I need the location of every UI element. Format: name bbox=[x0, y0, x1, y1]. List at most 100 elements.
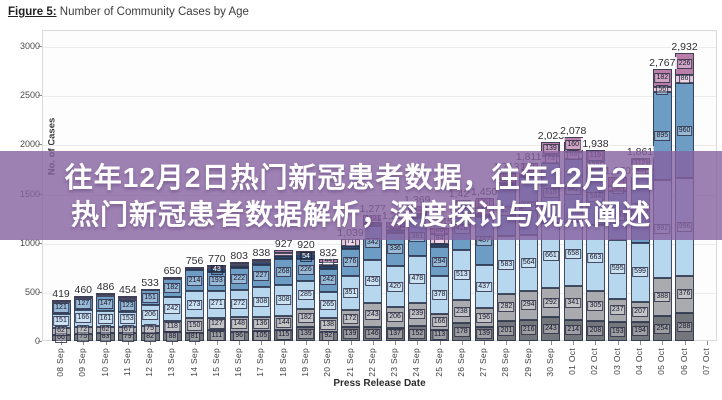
gridline-y3000 bbox=[43, 47, 716, 48]
bar-segment-value: 151 bbox=[53, 315, 69, 326]
x-tick-mark-14Sep bbox=[194, 341, 196, 345]
bar-segment-value: 105 bbox=[253, 330, 270, 341]
bar-segment-03Oct-lg bbox=[608, 298, 628, 322]
x-tick-label-20Sep: 20 Sep bbox=[322, 348, 333, 377]
bar-segment-value: 237 bbox=[609, 305, 626, 316]
bar-segment-27Sep-lb bbox=[474, 265, 494, 309]
x-tick-mark-20Sep bbox=[328, 341, 330, 345]
bar-segment-value: 388 bbox=[654, 291, 671, 302]
bar-segment-value: 82 bbox=[144, 331, 156, 342]
x-tick-mark-08Sep bbox=[61, 341, 62, 345]
bar-segment-value: 271 bbox=[209, 299, 225, 310]
bar-segment-20Sep-nv bbox=[318, 266, 338, 269]
x-tick-label-05Oct: 05 Oct bbox=[656, 348, 667, 375]
x-tick-mark-27Sep bbox=[484, 341, 486, 345]
bar-segment-13Sep-mv bbox=[162, 277, 182, 280]
gridline-y2500 bbox=[43, 96, 716, 98]
bar-segment-value: 67 bbox=[121, 324, 134, 335]
x-tick-label-13Sep: 13 Sep bbox=[166, 348, 177, 377]
bar-segment-20Sep-lb bbox=[318, 292, 338, 319]
bar-segment-value: 193 bbox=[209, 276, 225, 287]
bar-total-16Sep: 803 bbox=[229, 250, 249, 263]
bar-segment-29Sep-lg bbox=[519, 290, 539, 320]
x-tick-label-14Sep: 14 Sep bbox=[188, 348, 199, 377]
bar-segment-value: 595 bbox=[609, 264, 626, 275]
bar-segment-06Oct-lg bbox=[675, 275, 695, 313]
bar-segment-10Sep-dg bbox=[96, 332, 116, 341]
bar-segment-25Sep-nv bbox=[430, 243, 450, 248]
bar-segment-24Sep-lb bbox=[407, 255, 427, 303]
x-tick-mark-07Oct bbox=[706, 341, 708, 345]
bar-segment-14Sep-lb bbox=[185, 291, 205, 319]
x-tick-label-23Sep: 23 Sep bbox=[389, 348, 400, 377]
bar-segment-value: 193 bbox=[609, 326, 626, 337]
bar-segment-23Sep-dg bbox=[385, 327, 405, 341]
bar-segment-17Sep-mv bbox=[251, 258, 271, 261]
y-tick-label-0: 0 bbox=[6, 336, 40, 346]
bar-segment-value: 216 bbox=[520, 325, 537, 336]
x-tick-label-28Sep: 28 Sep bbox=[500, 348, 511, 377]
y-tick-label-3000: 3000 bbox=[19, 41, 40, 51]
bar-segment-value: 420 bbox=[387, 281, 403, 292]
bar-segment-value: 376 bbox=[676, 289, 693, 300]
bar-segment-16Sep-pk bbox=[229, 264, 249, 267]
bar-segment-value: 583 bbox=[498, 259, 515, 270]
bar-segment-22Sep-dg bbox=[363, 326, 383, 341]
bar-total-15Sep: 770 bbox=[207, 253, 227, 266]
bar-segment-value: 336 bbox=[387, 244, 403, 255]
bar-segment-04Oct-lb bbox=[630, 242, 650, 302]
bar-segment-12Sep-mv bbox=[140, 288, 160, 291]
bar-segment-17Sep-lb bbox=[251, 287, 271, 318]
overlay-banner: 往年12月2日热门新冠患者数据，往年12月2日 热门新冠患者数据解析，深度探讨与… bbox=[0, 151, 722, 240]
x-tick-mark-24Sep bbox=[417, 341, 419, 345]
bar-segment-11Sep-dg bbox=[118, 333, 138, 341]
x-tick-label-01Oct: 01 Oct bbox=[567, 348, 578, 375]
bar-segment-value: 66 bbox=[55, 332, 67, 343]
bar-segment-value: 139 bbox=[298, 329, 314, 340]
bar-segment-value: 152 bbox=[409, 328, 426, 339]
y-tick-label-2500: 2500 bbox=[19, 90, 40, 101]
bar-segment-value: 62 bbox=[99, 324, 112, 335]
x-tick-label-18Sep: 18 Sep bbox=[277, 348, 288, 377]
x-tick-label-21Sep: 21 Sep bbox=[344, 348, 355, 377]
bar-segment-18Sep-dg bbox=[274, 329, 294, 341]
y-tick-mark-3000 bbox=[38, 46, 42, 47]
bar-total-13Sep: 650 bbox=[162, 265, 183, 278]
bar-segment-value: 43 bbox=[210, 264, 223, 275]
bar-segment-value: 564 bbox=[520, 258, 537, 269]
x-tick-mark-17Sep bbox=[261, 341, 263, 345]
bar-segment-19Sep-pk bbox=[296, 252, 316, 255]
bar-total-12Sep: 533 bbox=[140, 276, 160, 289]
bar-total-01Oct: 2,078 bbox=[559, 124, 588, 137]
y-tick-mark-0 bbox=[38, 341, 42, 342]
bar-segment-value: 282 bbox=[498, 302, 515, 313]
bar-segment-18Sep-lb bbox=[274, 285, 294, 316]
bar-segment-value: 254 bbox=[654, 323, 671, 334]
bar-segment-value: 182 bbox=[298, 313, 314, 324]
bar-segment-16Sep-mv bbox=[229, 262, 249, 265]
bar-total-18Sep: 927 bbox=[273, 237, 294, 250]
bar-segment-value: 273 bbox=[186, 299, 203, 310]
bar-segment-value: 294 bbox=[520, 300, 537, 311]
x-tick-label-11Sep: 11 Sep bbox=[121, 348, 132, 377]
bar-segment-value: 194 bbox=[632, 326, 648, 337]
bar-segment-11Sep-mv bbox=[118, 296, 138, 299]
x-tick-mark-12Sep bbox=[150, 341, 152, 345]
x-tick-mark-03Oct bbox=[617, 341, 619, 345]
bar-segment-value: 54 bbox=[300, 251, 312, 262]
x-tick-mark-19Sep bbox=[305, 341, 307, 345]
bar-segment-16Sep-lg bbox=[229, 317, 249, 332]
x-tick-mark-02Oct bbox=[595, 341, 597, 345]
bar-segment-18Sep-mv bbox=[274, 249, 294, 254]
bar-segment-value: 75 bbox=[77, 332, 90, 343]
bar-segment-value: 599 bbox=[632, 267, 648, 278]
bar-segment-16Sep-lb bbox=[229, 290, 249, 317]
bar-segment-01Oct-dg bbox=[563, 319, 583, 341]
bar-segment-19Sep-lb bbox=[296, 281, 316, 310]
bar-segment-value: 146 bbox=[364, 328, 381, 339]
bar-segment-29Sep-dg bbox=[519, 319, 539, 341]
bar-segment-21Sep-sb bbox=[341, 248, 360, 276]
x-tick-label-04Oct: 04 Oct bbox=[634, 348, 645, 375]
bar-segment-15Sep-lb bbox=[207, 290, 227, 318]
x-tick-label-24Sep: 24 Sep bbox=[411, 348, 422, 377]
